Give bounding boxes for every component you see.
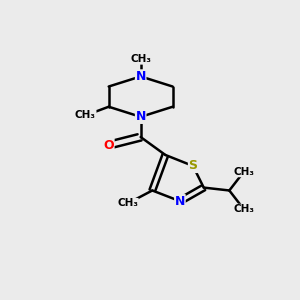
Text: CH₃: CH₃	[75, 110, 96, 120]
Text: CH₃: CH₃	[233, 167, 254, 177]
Text: N: N	[175, 195, 185, 208]
Text: N: N	[136, 110, 146, 123]
Text: CH₃: CH₃	[117, 199, 138, 208]
Text: N: N	[136, 70, 146, 83]
Text: O: O	[103, 139, 114, 152]
Text: S: S	[188, 159, 197, 172]
Text: CH₃: CH₃	[233, 204, 254, 214]
Text: CH₃: CH₃	[130, 54, 151, 64]
